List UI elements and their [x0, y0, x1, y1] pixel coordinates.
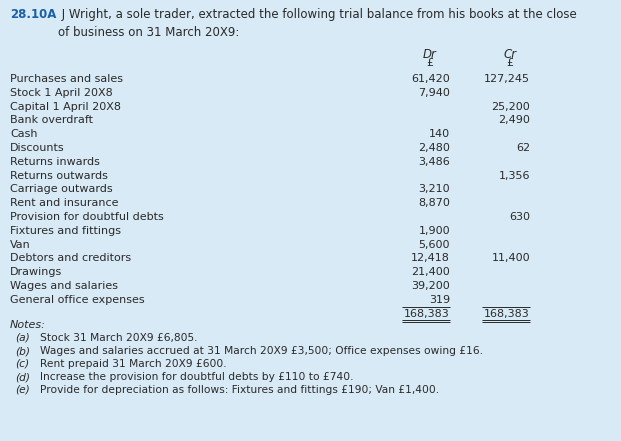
Text: Wages and salaries: Wages and salaries	[10, 281, 118, 291]
Text: Stock 1 April 20X8: Stock 1 April 20X8	[10, 88, 113, 98]
Text: 319: 319	[429, 295, 450, 305]
Text: Purchases and sales: Purchases and sales	[10, 74, 123, 84]
Text: 3,486: 3,486	[419, 157, 450, 167]
Text: 1,356: 1,356	[499, 171, 530, 181]
Text: 1,900: 1,900	[419, 226, 450, 236]
Text: (a): (a)	[15, 333, 30, 343]
Text: Carriage outwards: Carriage outwards	[10, 184, 112, 194]
Text: £: £	[507, 58, 514, 68]
Text: £: £	[427, 58, 433, 68]
Text: 11,400: 11,400	[491, 254, 530, 263]
Text: Increase the provision for doubtful debts by £110 to £740.: Increase the provision for doubtful debt…	[40, 372, 353, 382]
Text: Drawings: Drawings	[10, 267, 62, 277]
Text: 28.10A: 28.10A	[10, 8, 57, 21]
Text: 62: 62	[516, 143, 530, 153]
Text: Capital 1 April 20X8: Capital 1 April 20X8	[10, 101, 121, 112]
Text: Returns inwards: Returns inwards	[10, 157, 100, 167]
Text: 168,383: 168,383	[404, 309, 450, 318]
Text: (c): (c)	[15, 359, 29, 369]
Text: Provide for depreciation as follows: Fixtures and fittings £190; Van £1,400.: Provide for depreciation as follows: Fix…	[40, 385, 439, 395]
Text: Rent prepaid 31 March 20X9 £600.: Rent prepaid 31 March 20X9 £600.	[40, 359, 227, 369]
Text: Van: Van	[10, 239, 31, 250]
Text: 3,210: 3,210	[419, 184, 450, 194]
Text: Cash: Cash	[10, 129, 37, 139]
Text: General office expenses: General office expenses	[10, 295, 145, 305]
Text: 5,600: 5,600	[419, 239, 450, 250]
Text: Cr: Cr	[504, 48, 517, 61]
Text: 21,400: 21,400	[411, 267, 450, 277]
Text: Fixtures and fittings: Fixtures and fittings	[10, 226, 121, 236]
Text: 2,490: 2,490	[498, 116, 530, 125]
Text: 12,418: 12,418	[411, 254, 450, 263]
Text: 630: 630	[509, 212, 530, 222]
Text: Dr: Dr	[423, 48, 437, 61]
Text: Stock 31 March 20X9 £6,805.: Stock 31 March 20X9 £6,805.	[40, 333, 197, 343]
Text: 61,420: 61,420	[411, 74, 450, 84]
Text: 39,200: 39,200	[411, 281, 450, 291]
Text: 2,480: 2,480	[418, 143, 450, 153]
Text: (d): (d)	[15, 372, 30, 382]
Text: J Wright, a sole trader, extracted the following trial balance from his books at: J Wright, a sole trader, extracted the f…	[58, 8, 577, 38]
Text: (e): (e)	[15, 385, 30, 395]
Text: Wages and salaries accrued at 31 March 20X9 £3,500; Office expenses owing £16.: Wages and salaries accrued at 31 March 2…	[40, 346, 483, 356]
Text: 25,200: 25,200	[491, 101, 530, 112]
Text: 168,383: 168,383	[484, 309, 530, 318]
Text: 7,940: 7,940	[418, 88, 450, 98]
Text: Debtors and creditors: Debtors and creditors	[10, 254, 131, 263]
Text: 127,245: 127,245	[484, 74, 530, 84]
Text: Notes:: Notes:	[10, 320, 46, 330]
Text: 8,870: 8,870	[418, 198, 450, 208]
Text: Rent and insurance: Rent and insurance	[10, 198, 119, 208]
Text: Returns outwards: Returns outwards	[10, 171, 108, 181]
Text: 140: 140	[429, 129, 450, 139]
Text: (b): (b)	[15, 346, 30, 356]
Text: Bank overdraft: Bank overdraft	[10, 116, 93, 125]
Text: Discounts: Discounts	[10, 143, 65, 153]
Text: Provision for doubtful debts: Provision for doubtful debts	[10, 212, 164, 222]
